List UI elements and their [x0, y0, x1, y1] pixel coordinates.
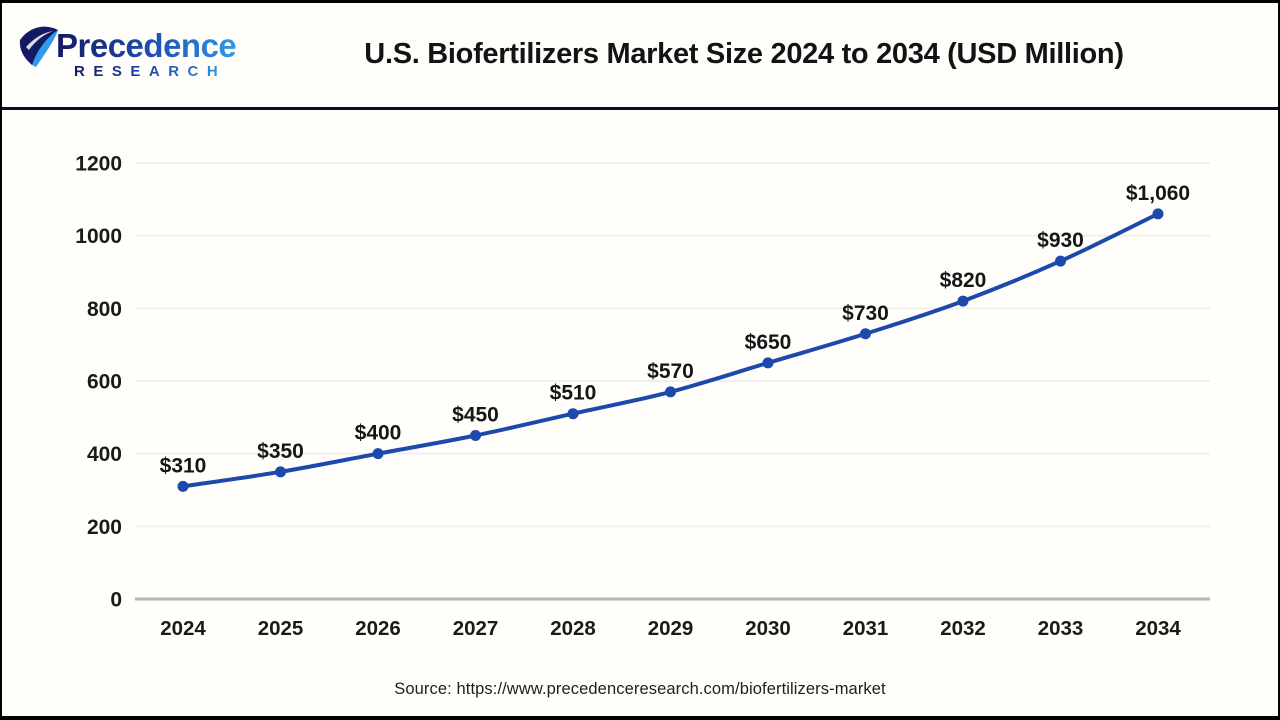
y-tick-label: 1200: [75, 153, 122, 176]
series-line: [181, 211, 1160, 489]
x-tick-label: 2034: [1135, 617, 1181, 640]
source-text: Source: https://www.precedenceresearch.c…: [394, 679, 886, 698]
chart-area: 0 200 400 600 800 1000 1200 2024 2025 2026 2027 202…: [2, 110, 1280, 662]
data-point-2024: [177, 480, 189, 492]
footer: Source: https://www.precedenceresearch.c…: [2, 662, 1278, 716]
data-point-label: $350: [257, 440, 304, 463]
data-point-label: $650: [745, 331, 792, 354]
data-point-label: $930: [1037, 229, 1084, 252]
data-point-label: $730: [842, 302, 889, 325]
x-tick-label: 2029: [648, 617, 694, 640]
x-tick-label: 2025: [258, 617, 304, 640]
x-tick-label: 2030: [745, 617, 791, 640]
data-point-2034: [1152, 208, 1164, 220]
data-point-label: $510: [550, 382, 597, 405]
data-point-2027: [470, 430, 481, 441]
x-tick-label: 2027: [453, 617, 499, 640]
data-point-2032: [957, 295, 969, 307]
header-divider: [2, 107, 1278, 110]
y-tick-label: 800: [87, 298, 122, 321]
data-point-label: $400: [355, 422, 402, 445]
header: Precedence RESEARCH U.S. Biofertilizers …: [2, 3, 1278, 107]
x-tick-label: 2024: [160, 617, 206, 640]
data-point-label: $820: [940, 269, 987, 292]
y-tick-label: 200: [87, 516, 122, 539]
leaf-icon: [19, 26, 58, 67]
y-tick-label: 1000: [75, 225, 122, 248]
data-point-2033: [1055, 255, 1066, 267]
data-point-label: $450: [452, 404, 499, 427]
y-tick-label: 0: [110, 589, 122, 612]
x-tick-label: 2028: [550, 617, 596, 640]
logo-wordmark: Precedence: [56, 26, 237, 64]
x-tick-label: 2033: [1038, 617, 1084, 640]
logo-text: Precedence RESEARCH: [56, 26, 237, 82]
logo-subtext: RESEARCH: [74, 63, 227, 81]
x-tick-label: 2031: [843, 617, 889, 640]
data-point-2031: [860, 328, 871, 340]
data-point-label: $1,060: [1126, 182, 1190, 205]
data-point-label: $310: [160, 454, 207, 477]
x-tick-label: 2026: [355, 617, 401, 640]
page-title: U.S. Biofertilizers Market Size 2024 to …: [364, 38, 1124, 71]
brand-logo: Precedence RESEARCH: [16, 26, 237, 82]
data-point-label: $570: [647, 360, 694, 383]
data-point-2030: [762, 357, 774, 369]
y-tick-label: 400: [87, 443, 122, 466]
x-tick-label: 2032: [940, 617, 986, 640]
line-chart: 0 200 400 600 800 1000 1200 2024 2025 2026 2027 202…: [75, 153, 1210, 640]
y-tick-label: 600: [87, 371, 122, 394]
data-point-2026: [372, 448, 384, 460]
data-point-2029: [665, 386, 676, 398]
data-point-2028: [567, 408, 579, 420]
data-point-2025: [275, 466, 286, 478]
